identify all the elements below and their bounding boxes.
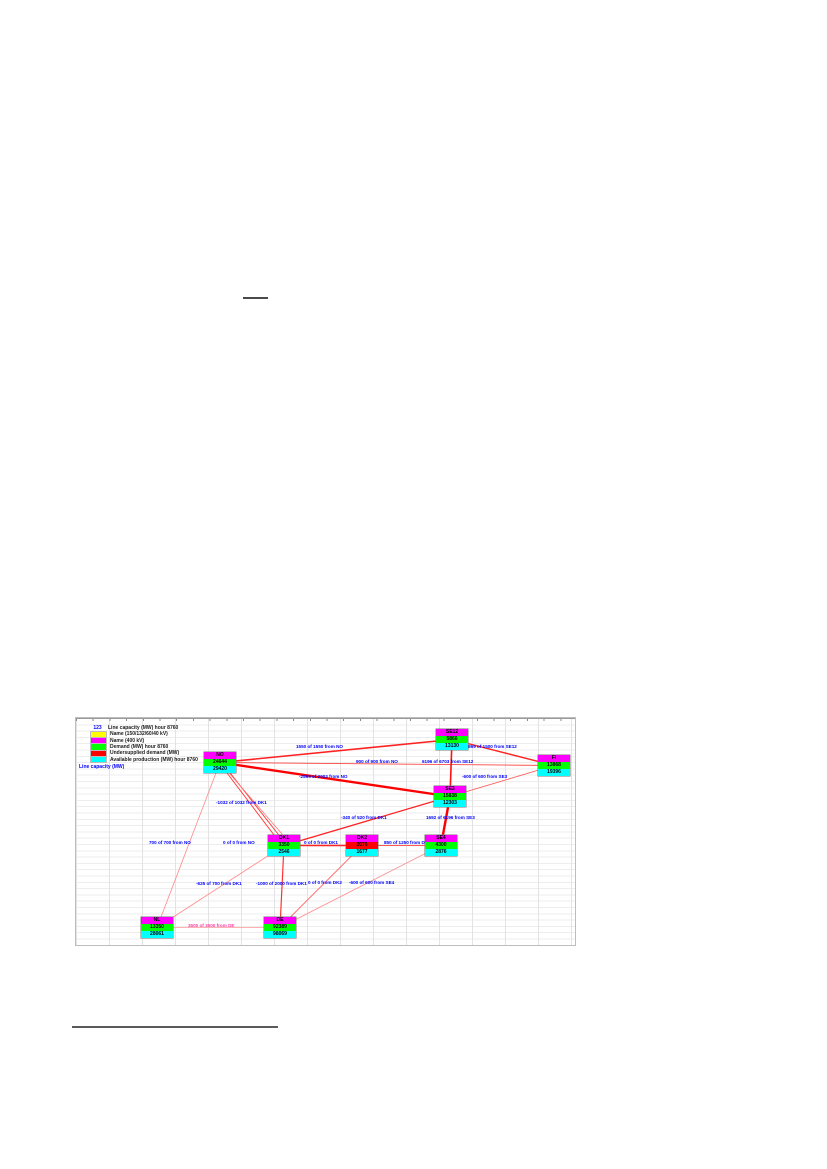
transmission-line-DK2-DE <box>279 845 363 928</box>
legend-footer-label: Line capacity (MW) <box>79 763 125 770</box>
transmission-line-DK1-NL <box>156 845 285 928</box>
transmission-line-DK1-NO <box>221 762 288 846</box>
legend-label: Demand (MW) hour 8760 <box>110 744 169 751</box>
transmission-line-NO-SE3 <box>219 761 451 798</box>
transmission-line-NO-SE12 <box>219 738 453 764</box>
transmission-line-DK1-NO <box>218 762 283 846</box>
legend-capacity-label: Line capacity (MW) hour 8760 <box>108 725 179 732</box>
grid-column-ticks <box>76 718 575 721</box>
transmission-line-DK1-SE3 <box>283 795 451 847</box>
legend-row-capacity: 123 Line capacity (MW) hour 8760 <box>79 725 198 731</box>
legend-capacity-sample: 123 <box>93 725 102 732</box>
transmission-line-NO-DK1 <box>219 762 293 846</box>
legend-label: Name (400 kV) <box>110 737 145 744</box>
legend-label: Available production (MW) hour 8760 <box>110 756 198 763</box>
footnote-rule <box>72 1026 278 1028</box>
transmission-line-NO-NL <box>156 762 221 928</box>
legend-rows: Name (150/132/60/40 kV) Name (400 kV) Dema… <box>79 730 198 764</box>
transmission-line-SE3-SE4 <box>439 796 452 846</box>
legend-label: Name (150/132/60/40 kV) <box>110 731 168 738</box>
legend: 123 Line capacity (MW) hour 8760 Name (1… <box>79 725 198 770</box>
transmission-line-SE4-DE <box>279 845 442 928</box>
transmission-line-DK1-DE <box>279 845 285 928</box>
transmission-line-NO-FI <box>219 762 555 766</box>
transmission-line-SE3-FI <box>449 765 555 797</box>
transmission-line-SE12-FI <box>451 738 555 767</box>
legend-label: Undersupplied demand (MW) <box>110 750 180 757</box>
power-network-figure: 123 Line capacity (MW) hour 8760 Name (1… <box>75 717 576 946</box>
legend-swatch <box>90 756 107 764</box>
inline-rule <box>243 297 268 299</box>
legend-row: Available production (MW) hour 8760 <box>79 756 198 764</box>
transmission-line-SE12-SE3 <box>449 739 453 797</box>
